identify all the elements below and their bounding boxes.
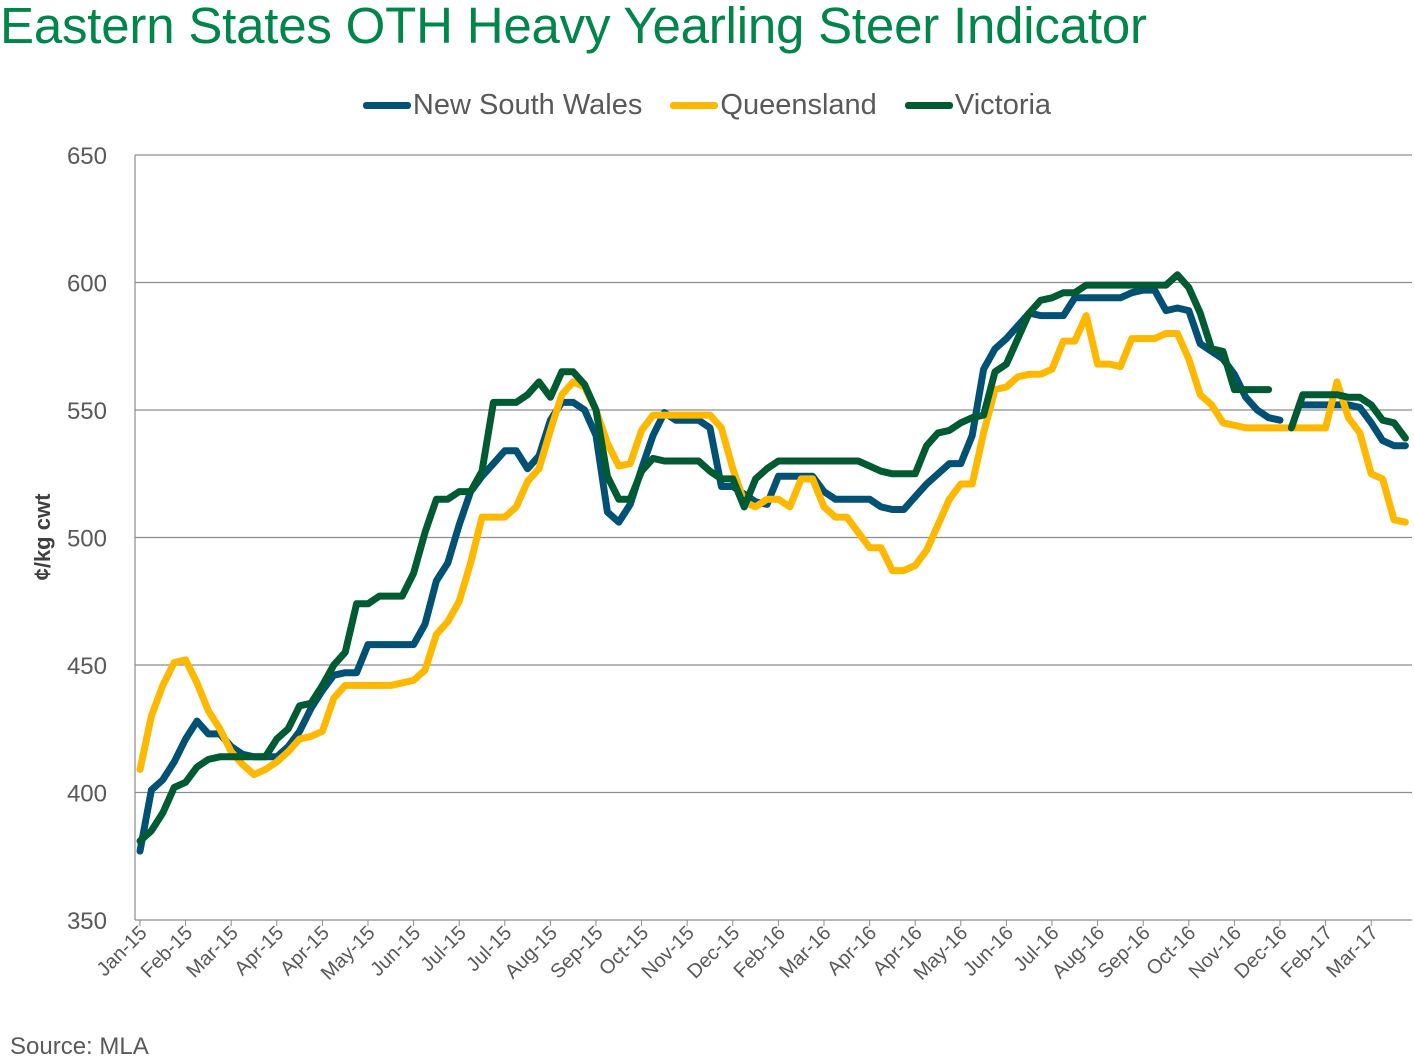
- x-tick-label: Apr-15: [230, 922, 288, 980]
- series-line-victoria: [136, 271, 1273, 845]
- series-line-new-south-wales: [1299, 401, 1409, 450]
- y-tick-label: 350: [67, 908, 107, 935]
- y-tick-label: 650: [67, 143, 107, 170]
- x-tick-label: Dec-15: [683, 922, 744, 983]
- legend-item-qld: Queensland: [670, 89, 877, 122]
- legend-label-nsw: New South Wales: [412, 89, 643, 121]
- y-tick-label: 400: [67, 781, 107, 808]
- x-tick-label: Mar-16: [775, 922, 835, 982]
- y-tick-label: 600: [67, 271, 107, 298]
- y-tick-label: 500: [67, 526, 107, 553]
- legend-swatch-nsw: [362, 102, 411, 109]
- legend-item-vic: Victoria: [904, 89, 1052, 122]
- series-line-queensland: [136, 312, 1409, 779]
- x-tick-label: Jun-15: [366, 922, 425, 981]
- y-tick-label: 550: [67, 398, 107, 425]
- x-tick-label: Apr-16: [823, 922, 881, 980]
- legend-item-nsw: New South Wales: [362, 89, 643, 122]
- x-tick-label: Jul-15: [417, 922, 471, 976]
- legend-swatch-qld: [670, 102, 719, 109]
- legend: New South Wales Queensland Victoria: [0, 84, 1414, 122]
- source-note: Source: MLA: [10, 1033, 149, 1060]
- x-tick-label: Dec-16: [1230, 922, 1291, 983]
- legend-label-vic: Victoria: [954, 89, 1052, 121]
- legend-label-qld: Queensland: [720, 89, 877, 121]
- x-tick-label: Mar-17: [1322, 922, 1382, 982]
- series-line-new-south-wales: [136, 286, 1284, 855]
- x-tick-label: Mar-15: [182, 922, 242, 982]
- chart-title: Eastern States OTH Heavy Yearling Steer …: [0, 0, 1147, 54]
- y-tick-label: 450: [67, 653, 107, 680]
- legend-swatch-vic: [904, 102, 953, 109]
- series-line-victoria: [1287, 391, 1409, 442]
- y-axis-label: ¢/kg cwt: [30, 493, 55, 580]
- x-tick-label: Jun-16: [959, 922, 1018, 981]
